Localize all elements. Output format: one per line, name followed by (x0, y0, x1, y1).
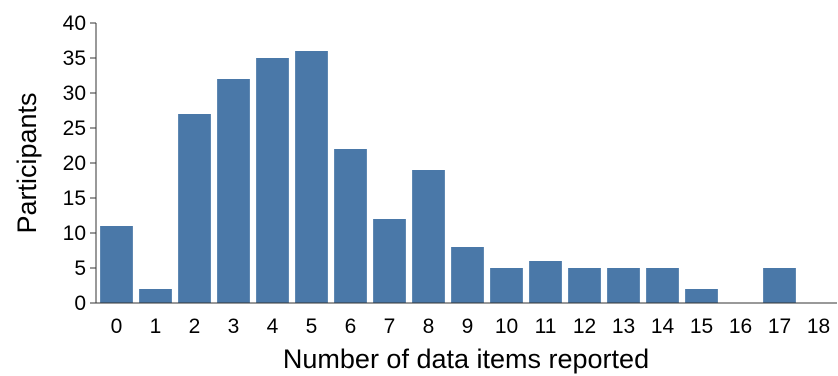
x-tick-label-16: 16 (729, 315, 752, 338)
bar-10 (490, 268, 523, 303)
y-axis-title: Participants (12, 92, 42, 233)
y-tick-label-15: 15 (63, 187, 86, 210)
y-tick-label-35: 35 (63, 47, 86, 70)
x-tick-label-10: 10 (495, 315, 518, 338)
bar-17 (763, 268, 796, 303)
y-tick-label-20: 20 (63, 152, 86, 175)
x-tick-label-15: 15 (690, 315, 713, 338)
x-tick-label-12: 12 (573, 315, 596, 338)
y-tick-label-30: 30 (63, 82, 86, 105)
bar-15 (685, 289, 718, 303)
x-tick-label-1: 1 (150, 315, 162, 338)
x-tick-label-5: 5 (306, 315, 318, 338)
bar-14 (646, 268, 679, 303)
x-tick-label-7: 7 (384, 315, 396, 338)
x-tick-label-4: 4 (267, 315, 279, 338)
y-tick-label-0: 0 (74, 292, 86, 315)
bar-2 (178, 114, 211, 303)
bar-11 (529, 261, 562, 303)
x-tick-label-9: 9 (462, 315, 474, 338)
bar-7 (373, 219, 406, 303)
x-axis: 0 1 2 3 4 5 6 7 8 9 10 11 12 13 14 15 16 17 18 (96, 302, 837, 338)
x-tick-label-13: 13 (612, 315, 635, 338)
x-tick-label-11: 11 (535, 315, 557, 338)
x-tick-label-14: 14 (651, 315, 675, 338)
bar-12 (568, 268, 601, 303)
x-tick-label-0: 0 (111, 315, 123, 338)
bar-5 (295, 51, 328, 303)
x-axis-title: Number of data items reported (283, 344, 649, 374)
x-tick-label-18: 18 (807, 315, 830, 338)
x-tick-label-6: 6 (345, 315, 357, 338)
x-tick-label-3: 3 (228, 315, 240, 338)
y-tick-label-10: 10 (63, 222, 86, 245)
bar-0 (100, 226, 133, 303)
bar-1 (139, 289, 172, 303)
bar-4 (256, 58, 289, 303)
bar-13 (607, 268, 640, 303)
bars (100, 51, 796, 303)
x-tick-label-17: 17 (768, 315, 791, 338)
x-tick-label-8: 8 (423, 315, 435, 338)
y-tick-label-25: 25 (63, 117, 86, 140)
y-tick-label-5: 5 (74, 257, 86, 280)
bar-9 (451, 247, 484, 303)
y-tick-label-40: 40 (63, 12, 86, 35)
y-axis: 0 5 10 15 20 25 30 35 40 (63, 12, 97, 315)
x-tick-label-2: 2 (189, 315, 201, 338)
bar-3 (217, 79, 250, 303)
bar-8 (412, 170, 445, 303)
bar-6 (334, 149, 367, 303)
